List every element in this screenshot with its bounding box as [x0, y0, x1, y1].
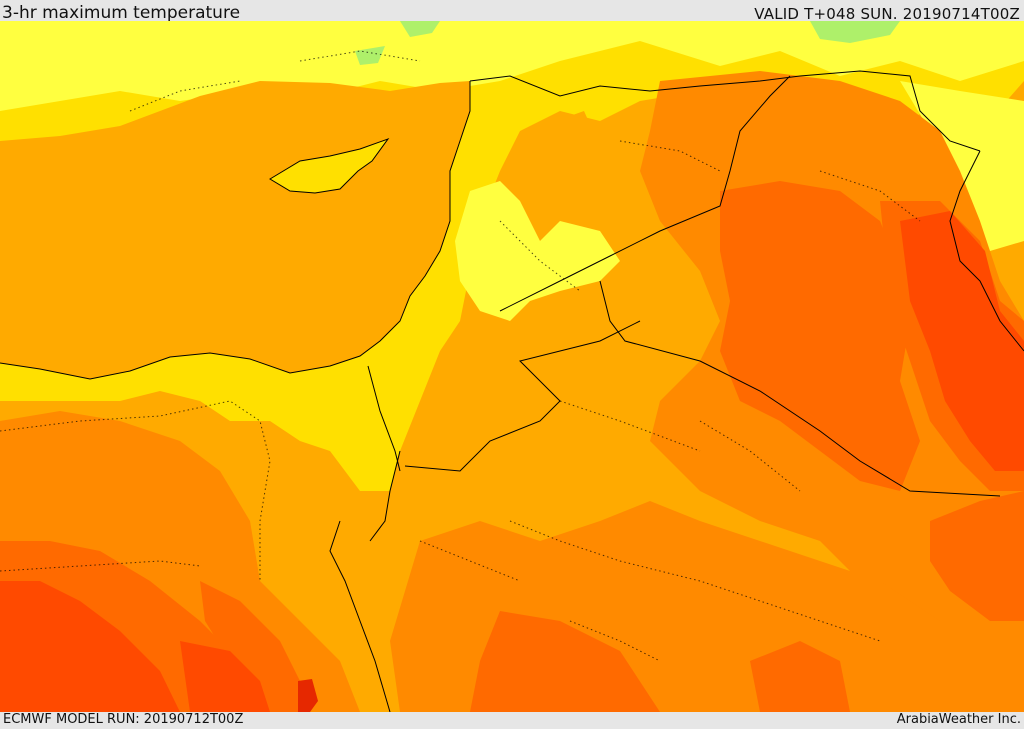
red-core-southwest [0, 581, 180, 712]
border-iran-iraq [949, 150, 1024, 352]
light-yellow-levant [455, 181, 620, 321]
orange-red-southeast [930, 491, 1024, 621]
border-egypt-israel [367, 365, 401, 472]
orange-red-iraq-1 [720, 181, 920, 491]
internal-boundaries [0, 50, 921, 662]
border-jordan-saudi [404, 320, 641, 472]
green-patch-1 [400, 21, 440, 37]
credit-label: ArabiaWeather Inc. [896, 712, 1021, 727]
green-patch-2 [810, 21, 900, 43]
orange-red-south-arabia [470, 611, 660, 712]
coastline-red-sea-gulf [329, 450, 401, 712]
deep-red-spot [298, 679, 318, 712]
model-run-label: ECMWF MODEL RUN: 20190712T00Z [3, 712, 244, 727]
coastline-mediterranean [0, 81, 471, 380]
coastline-cyprus [269, 137, 390, 194]
border-turkey [469, 70, 981, 152]
orange-red-east-south [750, 641, 850, 712]
temperature-map [0, 21, 1024, 712]
border-saudi-iraq [599, 280, 1001, 497]
map-title: 3-hr maximum temperature [2, 3, 241, 23]
lake-3 [570, 111, 592, 133]
light-yellow-east [900, 81, 1024, 251]
red-core-iraq [900, 211, 1024, 471]
cyprus-island [270, 139, 388, 193]
red-core-sudan [180, 641, 270, 712]
lake-2 [842, 279, 862, 305]
green-patch-3 [355, 46, 385, 65]
valid-time-label: VALID T+048 SUN. 20190714T00Z [754, 5, 1020, 23]
lake-1 [820, 209, 840, 239]
border-syria-iraq [499, 75, 791, 312]
orange-red-red-sea [200, 581, 310, 712]
